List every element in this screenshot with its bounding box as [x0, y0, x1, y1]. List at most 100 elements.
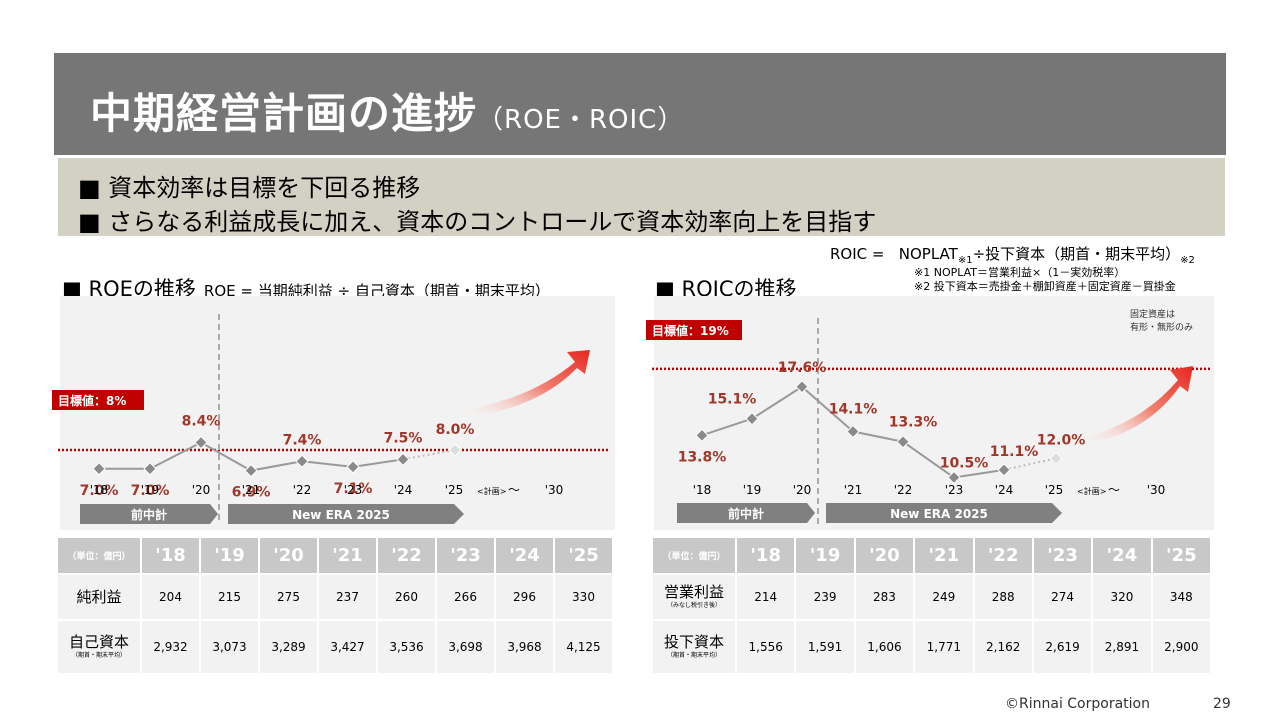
roe-point	[194, 435, 208, 450]
roic-formula-denominator: ÷投下資本（期首・期末平均）	[972, 245, 1181, 263]
roe-line-segment	[352, 458, 404, 468]
roic-point	[695, 428, 709, 443]
roic-x-tick-label: '21	[844, 483, 863, 497]
roic-x-tick-label: '24	[995, 483, 1014, 497]
roe-target-label: 目標値：8%	[52, 390, 144, 410]
roic-table-cell: 1,556	[737, 621, 795, 673]
roic-column-header: '23	[1033, 538, 1092, 573]
roe-x-tick-label: '25	[445, 483, 464, 497]
roe-table-cell: 3,968	[496, 621, 553, 673]
page-title-main: 中期経営計画の進捗	[90, 89, 478, 138]
roe-data-label: 8.4%	[182, 414, 221, 430]
roic-x-tick-label: '19	[743, 483, 762, 497]
roe-point	[143, 462, 157, 476]
roe-chart-bg	[60, 296, 615, 530]
roic-phase-label-prev: 前中計	[728, 506, 764, 521]
roic-chart-bg	[654, 296, 1214, 530]
roe-target-text: 目標値：8%	[58, 393, 126, 408]
roic-x-tick-label: '30	[1147, 483, 1166, 497]
roic-formula-note1: ※1	[957, 255, 973, 266]
roic-data-label: 15.1%	[708, 392, 757, 408]
roe-table-cell: 2,932	[142, 621, 199, 673]
roe-table-row: 自己資本 （期首・期末平均） 2,932 3,073 3,289 3,427 3,536 3,…	[58, 621, 612, 673]
roic-line-segment	[701, 417, 753, 437]
roic-point	[947, 470, 961, 485]
roe-tilde: ～	[508, 483, 520, 497]
roic-x-tick-label: '23	[945, 483, 964, 497]
roic-table-cell: 320	[1093, 575, 1151, 619]
roe-x-tick-label: '21	[242, 483, 261, 497]
roe-point	[92, 462, 106, 476]
roe-table-cell: 237	[319, 575, 376, 619]
roe-table: （単位：億円） '18'19'20'21'22'23'24'25 純利益 204 215…	[56, 536, 614, 675]
roe-plan-label: <計画>	[477, 486, 506, 496]
roe-line-segment	[402, 449, 456, 461]
roic-formula-numerator: NOPLAT	[898, 245, 958, 263]
roic-point	[1049, 451, 1063, 466]
roic-tilde: ～	[1108, 483, 1120, 497]
roic-data-label: 17.6%	[778, 360, 827, 376]
roe-point	[346, 460, 360, 474]
roic-column-header: '20	[855, 538, 914, 573]
roic-column-header: '24	[1093, 538, 1151, 573]
roic-line-segment	[902, 440, 955, 479]
header-bar	[54, 53, 1226, 155]
roe-x-tick-label: '23	[344, 483, 363, 497]
roe-line-segment	[301, 460, 354, 468]
roic-point	[846, 424, 860, 439]
roic-table-cell: 1,771	[915, 621, 973, 673]
roic-point	[795, 380, 809, 394]
roe-x-tick-label: '18	[90, 483, 109, 497]
roe-column-header: '25	[555, 538, 612, 573]
roe-line-segment	[149, 441, 202, 470]
roe-table-cell: 3,698	[437, 621, 494, 673]
roe-phase-bar-current	[228, 504, 464, 524]
roic-line-segment	[852, 430, 904, 443]
roe-table-cell: 260	[378, 575, 435, 619]
roe-phase-label-prev: 前中計	[131, 507, 167, 522]
roe-column-header: '20	[260, 538, 317, 573]
summary-box: ■ 資本効率は目標を下回る推移 ■ さらなる利益成長に加え、資本のコントロールで…	[58, 158, 1225, 236]
roe-line-segment	[250, 460, 303, 472]
roic-line-chart: 目標値：19% 13.8% 15.1% 17.6% 14.1% 13.3% 10.5%11.…	[646, 318, 1212, 524]
roe-table-cell: 275	[260, 575, 317, 619]
roic-table-cell: 348	[1152, 575, 1210, 619]
roe-data-label: 8.0%	[436, 422, 475, 438]
roe-table-cell: 296	[496, 575, 553, 619]
roe-table-cell: 4,125	[555, 621, 612, 673]
roic-growth-arrow	[1075, 366, 1193, 446]
roic-point	[997, 463, 1011, 477]
roe-x-tick-label: '30	[545, 483, 564, 497]
roe-data-label: 7.5%	[384, 430, 423, 446]
roe-data-label: 6.9%	[232, 485, 271, 501]
roe-phase-label-current: New ERA 2025	[292, 508, 390, 522]
roic-fixed-assets-note-2: 有形・無形のみ	[1130, 321, 1193, 333]
roe-table-cell: 3,427	[319, 621, 376, 673]
roic-table-cell: 249	[915, 575, 973, 619]
roic-phase-label-current: New ERA 2025	[890, 507, 988, 521]
roic-row-label: 営業利益 （みなし税引き後）	[653, 575, 735, 619]
roic-table-cell: 288	[974, 575, 1032, 619]
roe-formula: ROE = 当期純利益 ÷ 自己資本（期首・期末平均）	[203, 282, 550, 300]
roic-table-row: 営業利益 （みなし税引き後） 214 239 283 249 288 274 320 348	[653, 575, 1210, 619]
summary-bullet-2: ■ さらなる利益成長に加え、資本のコントロールで資本効率向上を目指す	[78, 208, 877, 236]
roic-x-tick-label: '25	[1045, 483, 1064, 497]
roic-table-cell: 2,900	[1152, 621, 1210, 673]
roic-point	[896, 435, 910, 449]
roe-x-tick-label: '19	[141, 483, 160, 497]
roe-table-cell: 3,073	[201, 621, 258, 673]
roic-x-tick-label: '22	[894, 483, 913, 497]
roic-table-cell: 274	[1033, 575, 1092, 619]
roic-column-header: '19	[796, 538, 854, 573]
roic-column-header: '25	[1152, 538, 1210, 573]
roic-header-row: （単位：億円） '18'19'20'21'22'23'24'25	[653, 538, 1210, 573]
roe-x-tick-label: '24	[394, 483, 413, 497]
roic-table-cell: 1,606	[855, 621, 914, 673]
roic-table-cell: 1,591	[796, 621, 854, 673]
roic-fixed-assets-note-1: 固定資産は	[1130, 308, 1175, 320]
roe-growth-arrow	[455, 350, 590, 418]
roic-formula: ROIC = NOPLAT※1÷投下資本（期首・期末平均）※2	[830, 243, 1195, 266]
roe-table-cell: 3,289	[260, 621, 317, 673]
roic-data-label: 11.1%	[990, 444, 1039, 460]
